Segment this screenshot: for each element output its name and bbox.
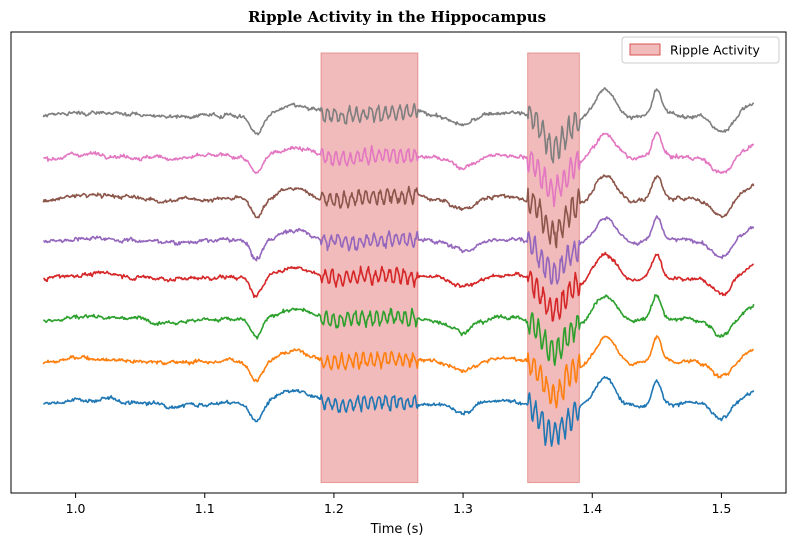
x-tick-label: 1.0 — [66, 501, 86, 516]
signal-trace-8 — [42, 87, 755, 164]
x-axis: 1.0 1.1 1.2 1.3 1.4 1.5 — [66, 493, 731, 516]
legend: Ripple Activity — [621, 36, 780, 64]
x-tick-label: 1.3 — [453, 501, 473, 516]
x-tick-label: 1.2 — [324, 501, 344, 516]
x-tick-label: 1.4 — [582, 501, 602, 516]
signal-trace-2 — [42, 335, 754, 409]
legend-label-ripple-activity: Ripple Activity — [670, 43, 761, 58]
signal-trace-4 — [43, 251, 754, 322]
signal-trace-7 — [43, 131, 755, 208]
plot-frame — [10, 31, 787, 494]
chart-title: Ripple Activity in the Hippocampus — [248, 8, 546, 26]
ripple-window-1 — [320, 52, 419, 484]
signal-traces — [42, 87, 755, 447]
signal-trace-3 — [42, 294, 755, 367]
ripple-windows — [320, 52, 580, 484]
x-tick-label: 1.5 — [711, 501, 731, 516]
signal-trace-5 — [43, 215, 755, 285]
x-axis-label: Time (s) — [370, 522, 424, 537]
x-tick-label: 1.1 — [195, 501, 215, 516]
signal-trace-6 — [42, 174, 755, 249]
legend-box — [621, 36, 780, 64]
plot-area — [10, 31, 787, 494]
legend-swatch — [629, 43, 661, 56]
signal-trace-1 — [43, 375, 755, 447]
